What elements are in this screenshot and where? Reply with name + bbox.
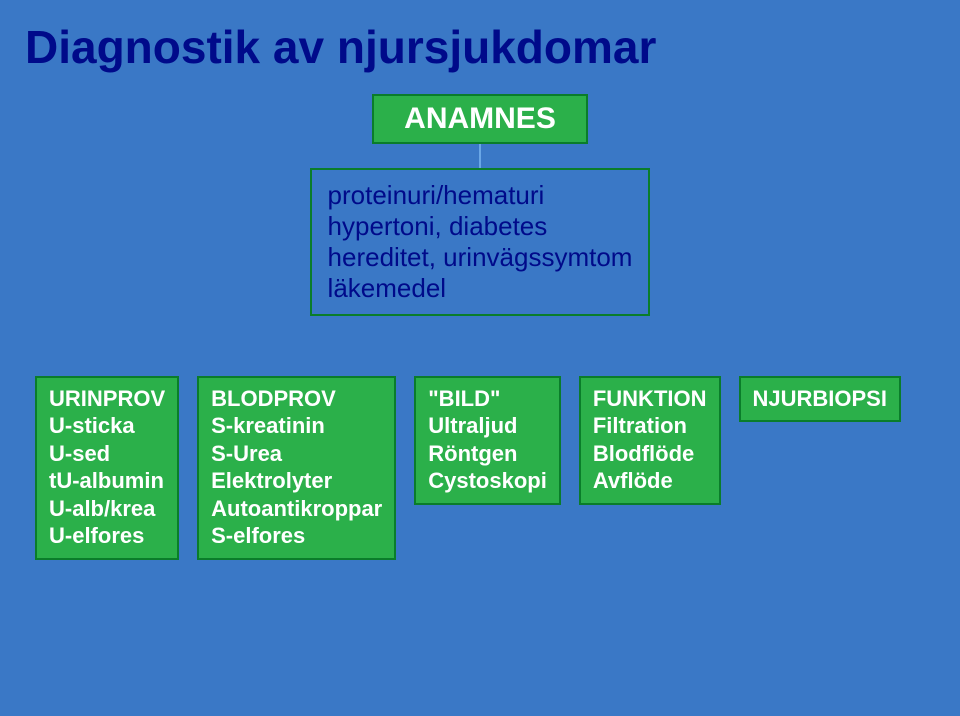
column-line: Elektrolyter [211,467,382,495]
mid-line: proteinuri/hematuri [328,180,633,211]
mid-line: hereditet, urinvägssymtom [328,242,633,273]
column-line: Cystoskopi [428,467,547,495]
column-box: BLODPROVS-kreatininS-UreaElektrolyterAut… [197,376,396,560]
column-line: U-alb/krea [49,495,165,523]
column-box: URINPROVU-stickaU-sedtU-albuminU-alb/kre… [35,376,179,560]
column-line: S-Urea [211,440,382,468]
column-line: Filtration [593,412,707,440]
column-box: NJURBIOPSI [739,376,901,422]
anamnes-box: ANAMNES [372,94,588,144]
column-box: FUNKTIONFiltrationBlodflödeAvflöde [579,376,721,505]
column-line: S-kreatinin [211,412,382,440]
column-title: "BILD" [428,386,547,412]
column-line: U-elfores [49,522,165,550]
column-line: Röntgen [428,440,547,468]
mid-line: läkemedel [328,273,633,304]
column-line: S-elfores [211,522,382,550]
column-title: FUNKTION [593,386,707,412]
mid-wrap: proteinuri/hematurihypertoni, diabeteshe… [25,168,935,316]
column-line: U-sed [49,440,165,468]
column-line: U-sticka [49,412,165,440]
mid-box: proteinuri/hematurihypertoni, diabeteshe… [310,168,651,316]
columns-row: URINPROVU-stickaU-sedtU-albuminU-alb/kre… [25,376,935,560]
column-line: Avflöde [593,467,707,495]
column-line: Blodflöde [593,440,707,468]
column-line: Autoantikroppar [211,495,382,523]
mid-line: hypertoni, diabetes [328,211,633,242]
column-line: tU-albumin [49,467,165,495]
anamnes-wrap: ANAMNES [25,94,935,144]
page-title: Diagnostik av njursjukdomar [25,20,935,74]
column-title: NJURBIOPSI [753,386,887,412]
connector-line [479,144,481,168]
column-box: "BILD"UltraljudRöntgenCystoskopi [414,376,561,505]
column-line: Ultraljud [428,412,547,440]
slide: Diagnostik av njursjukdomar ANAMNES prot… [0,0,960,716]
column-title: URINPROV [49,386,165,412]
column-title: BLODPROV [211,386,382,412]
